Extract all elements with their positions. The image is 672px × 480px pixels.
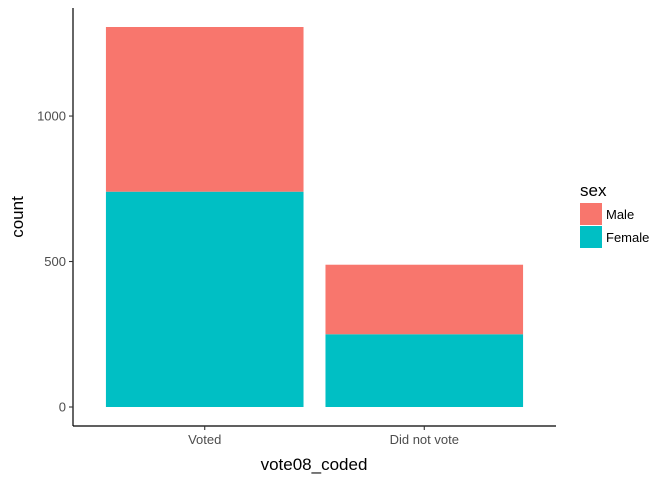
bar-voted-female [105, 191, 304, 407]
x-tick-label: Voted [188, 432, 221, 447]
legend-title: sex [580, 181, 607, 200]
y-ticks-group: 0 500 1000 [37, 109, 73, 415]
legend: sex Male Female [580, 181, 649, 248]
bar-did-not-vote-female [325, 334, 524, 407]
y-tick-label: 1000 [37, 109, 66, 124]
legend-label-male: Male [606, 207, 634, 222]
legend-label-female: Female [606, 230, 649, 245]
x-ticks-group: Voted Did not vote [188, 426, 459, 447]
bar-voted-male [105, 27, 304, 192]
axes-group [72, 8, 556, 427]
bars-group [105, 27, 524, 407]
x-tick-label: Did not vote [390, 432, 459, 447]
y-tick-label: 500 [44, 254, 66, 269]
bar-did-not-vote-male [325, 264, 524, 335]
legend-key-female [580, 226, 602, 248]
y-axis-title: count [8, 196, 27, 238]
legend-key-male [580, 203, 602, 225]
y-tick-label: 0 [59, 400, 66, 415]
x-axis-title: vote08_coded [261, 455, 368, 474]
